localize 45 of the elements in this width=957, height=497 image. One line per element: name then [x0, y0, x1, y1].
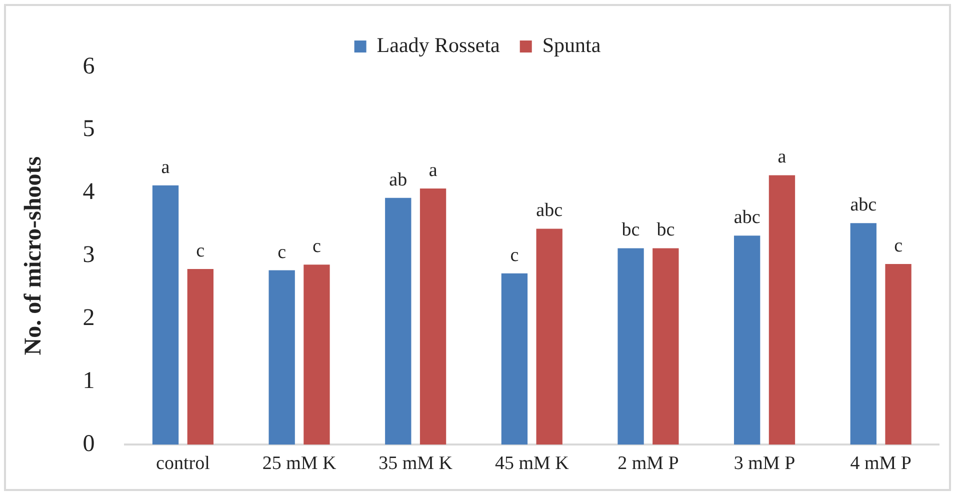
y-tick-label: 2	[82, 305, 95, 332]
annotation: bc	[622, 220, 640, 241]
y-tick-label: 1	[82, 368, 95, 394]
x-tick-label: 4 mM P	[850, 452, 912, 474]
annotation: a	[428, 160, 438, 181]
y-axis-title: No. of micro-shoots	[20, 156, 47, 356]
legend-label: Spunta	[542, 33, 602, 58]
annotation: bc	[656, 220, 675, 241]
bar	[420, 188, 446, 445]
bar	[385, 198, 412, 445]
x-tick-label: 3 mM P	[734, 452, 796, 474]
bar	[618, 248, 644, 445]
annotation: abc	[850, 194, 877, 216]
bar	[536, 228, 562, 445]
x-tick-label: 2 mM P	[618, 452, 679, 474]
y-tick-label: 4	[82, 179, 95, 206]
annotation: a	[778, 146, 787, 168]
x-tick-label: 35 mM K	[378, 452, 453, 474]
bar	[652, 248, 679, 445]
annotation: abc	[734, 207, 760, 228]
annotation: c	[510, 244, 519, 266]
annotation: a	[161, 156, 170, 178]
annotation: abc	[536, 200, 563, 222]
bar	[734, 236, 760, 445]
x-tick-label: 25 mM K	[262, 452, 336, 474]
legend-label: Laady Rosseta	[376, 33, 501, 58]
bar	[187, 269, 214, 445]
bar	[304, 264, 330, 445]
bar	[152, 185, 179, 445]
annotation: ab	[389, 169, 408, 190]
annotation: c	[312, 236, 321, 258]
annotation: c	[196, 240, 205, 262]
bar	[850, 223, 876, 445]
y-tick-label: 5	[82, 116, 95, 142]
bar	[501, 273, 528, 445]
bar	[268, 270, 295, 445]
bar	[885, 264, 912, 445]
x-tick-label: control	[156, 452, 210, 474]
y-tick-label: 3	[82, 242, 95, 268]
y-tick-label: 0	[82, 430, 95, 457]
bar	[768, 175, 796, 445]
annotation: c	[278, 242, 286, 263]
y-tick-label: 6	[82, 53, 95, 80]
x-tick-label: 45 mM K	[494, 452, 570, 474]
annotation: c	[894, 235, 903, 256]
